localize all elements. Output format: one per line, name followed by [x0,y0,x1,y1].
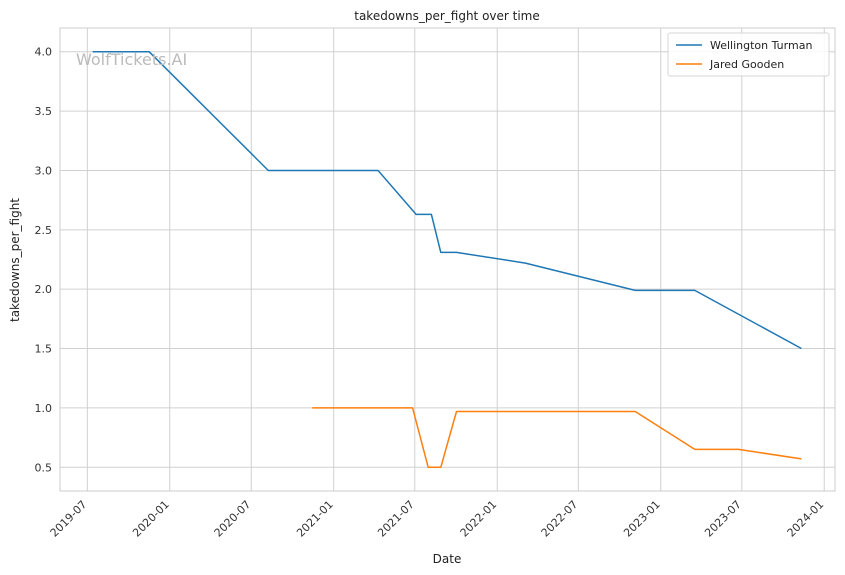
x-tick-label: 2021-01 [294,498,336,540]
legend-box [667,32,830,77]
y-tick-label: 0.5 [35,461,53,474]
plot-area [59,27,836,492]
y-tick-label: 1.5 [35,343,53,356]
legend-label-wellington-turman: Wellington Turman [710,39,812,52]
x-tick-label: 2021-07 [375,498,417,540]
legend: Wellington Turman Jared Gooden [667,32,830,77]
series-line-jared-gooden [312,407,802,469]
y-tick-label: 1.0 [35,402,53,415]
legend-label-jared-gooden: Jared Gooden [709,58,784,71]
grid [60,28,835,491]
x-tick-label: 2022-01 [458,498,500,540]
x-axis-title: Date [433,552,462,566]
y-axis-title: takedowns_per_fight [8,198,22,322]
y-tick-label: 3.0 [35,164,53,177]
chart-title: takedowns_per_fight over time [354,9,540,23]
y-tick-label: 4.0 [35,46,53,59]
x-tick-label: 2019-07 [48,498,90,540]
x-tick-label: 2020-07 [212,498,254,540]
y-tick-label: 2.5 [35,224,53,237]
watermark: WolfTickets.AI [76,50,187,69]
y-tick-labels: 0.5 1.0 1.5 2.0 2.5 3.0 3.5 4.0 [35,46,53,475]
series-line-wellington-turman [92,50,802,350]
x-tick-label: 2020-01 [130,498,172,540]
x-tick-label: 2023-01 [621,498,663,540]
x-tick-label: 2023-07 [702,498,744,540]
x-tick-label: 2024-01 [785,498,827,540]
series-layer [92,50,802,469]
x-tick-labels: 2019-07 2020-01 2020-07 2021-01 2021-07 2022-… [48,498,827,540]
y-tick-label: 2.0 [35,283,53,296]
y-tick-label: 3.5 [35,105,53,118]
x-tick-label: 2022-07 [539,498,581,540]
